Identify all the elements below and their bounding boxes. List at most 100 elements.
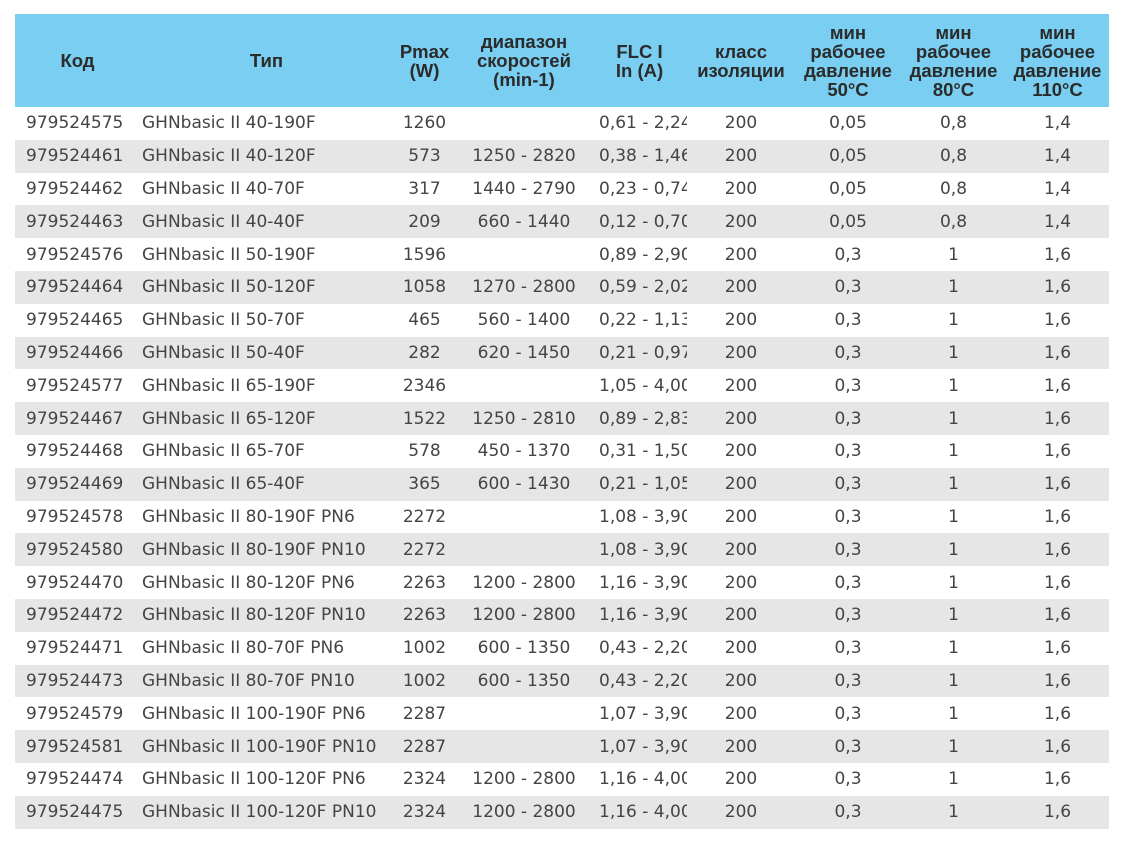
cell-flc: 1,07 - 3,90 — [592, 697, 687, 731]
cell-min-pressure-50: 0,3 — [795, 270, 901, 304]
cell-pmax: 365 — [393, 467, 456, 501]
cell-min-pressure-110: 1,6 — [1006, 795, 1109, 829]
cell-insulation-class: 200 — [687, 664, 795, 698]
cell-min-pressure-110: 1,6 — [1006, 598, 1109, 632]
cell-code: 979524466 — [15, 336, 140, 370]
cell-speed-range: 1200 - 2800 — [456, 795, 592, 829]
cell-speed-range — [456, 369, 592, 403]
cell-flc: 1,08 - 3,90 — [592, 533, 687, 567]
header-min-pressure-80: мин рабочее давление 80°C — [901, 14, 1006, 107]
cell-min-pressure-80: 1 — [901, 369, 1006, 403]
cell-min-pressure-80: 1 — [901, 697, 1006, 731]
cell-flc: 1,16 - 4,00 — [592, 795, 687, 829]
table-row: 979524466 GHNbasic II 50-40F 282 620 - 1450… — [15, 336, 1109, 370]
cell-min-pressure-80: 1 — [901, 795, 1006, 829]
cell-code: 979524471 — [15, 631, 140, 665]
cell-pmax: 2324 — [393, 762, 456, 796]
cell-min-pressure-110: 1,6 — [1006, 566, 1109, 599]
cell-code: 979524468 — [15, 434, 140, 468]
table-row: 979524470 GHNbasic II 80-120F PN6 2263 1200… — [15, 566, 1109, 599]
cell-flc: 1,16 - 4,00 — [592, 762, 687, 796]
cell-min-pressure-50: 0,3 — [795, 303, 901, 337]
cell-min-pressure-110: 1,6 — [1006, 664, 1109, 698]
cell-pmax: 2287 — [393, 730, 456, 763]
cell-pmax: 1002 — [393, 664, 456, 698]
cell-insulation-class: 200 — [687, 762, 795, 796]
cell-speed-range: 600 - 1430 — [456, 467, 592, 501]
cell-min-pressure-110: 1,6 — [1006, 434, 1109, 468]
cell-code: 979524472 — [15, 598, 140, 632]
cell-code: 979524578 — [15, 500, 140, 534]
cell-flc: 0,21 - 1,05 — [592, 467, 687, 501]
cell-speed-range: 620 - 1450 — [456, 336, 592, 370]
cell-min-pressure-50: 0,3 — [795, 533, 901, 567]
cell-flc: 1,05 - 4,00 — [592, 369, 687, 403]
cell-speed-range: 450 - 1370 — [456, 434, 592, 468]
cell-min-pressure-110: 1,6 — [1006, 762, 1109, 796]
cell-insulation-class: 200 — [687, 303, 795, 337]
cell-min-pressure-50: 0,05 — [795, 172, 901, 206]
cell-insulation-class: 200 — [687, 369, 795, 403]
cell-speed-range: 1200 - 2800 — [456, 762, 592, 796]
cell-min-pressure-50: 0,3 — [795, 762, 901, 796]
cell-pmax: 1002 — [393, 631, 456, 665]
header-min-pressure-110: мин рабочее давление 110°C — [1006, 14, 1109, 107]
cell-type: GHNbasic II 100-190F PN6 — [140, 697, 393, 731]
cell-code: 979524464 — [15, 270, 140, 304]
cell-type: GHNbasic II 50-120F — [140, 270, 393, 304]
table-row: 979524578 GHNbasic II 80-190F PN6 2272 1,08… — [15, 500, 1109, 534]
cell-type: GHNbasic II 65-120F — [140, 402, 393, 435]
cell-min-pressure-110: 1,6 — [1006, 631, 1109, 665]
table-row: 979524468 GHNbasic II 65-70F 578 450 - 1370… — [15, 434, 1109, 468]
cell-min-pressure-80: 1 — [901, 434, 1006, 468]
cell-flc: 0,43 - 2,20 — [592, 631, 687, 665]
table-row: 979524463 GHNbasic II 40-40F 209 660 - 1440… — [15, 205, 1109, 239]
cell-insulation-class: 200 — [687, 238, 795, 271]
cell-flc: 0,89 - 2,90 — [592, 238, 687, 271]
cell-speed-range: 600 - 1350 — [456, 631, 592, 665]
cell-min-pressure-80: 0,8 — [901, 107, 1006, 140]
cell-speed-range: 660 - 1440 — [456, 205, 592, 239]
cell-pmax: 1596 — [393, 238, 456, 271]
cell-speed-range: 1250 - 2820 — [456, 139, 592, 173]
cell-code: 979524461 — [15, 139, 140, 173]
cell-pmax: 2346 — [393, 369, 456, 403]
table-row: 979524575 GHNbasic II 40-190F 1260 0,61 - 2… — [15, 107, 1109, 140]
cell-min-pressure-110: 1,6 — [1006, 238, 1109, 271]
cell-min-pressure-50: 0,3 — [795, 402, 901, 435]
cell-min-pressure-110: 1,4 — [1006, 172, 1109, 206]
cell-insulation-class: 200 — [687, 631, 795, 665]
cell-min-pressure-110: 1,4 — [1006, 205, 1109, 239]
cell-insulation-class: 200 — [687, 533, 795, 567]
table-row: 979524580 GHNbasic II 80-190F PN10 2272 1,0… — [15, 533, 1109, 567]
cell-min-pressure-110: 1,6 — [1006, 697, 1109, 731]
cell-min-pressure-50: 0,05 — [795, 107, 901, 140]
cell-min-pressure-50: 0,3 — [795, 598, 901, 632]
cell-speed-range: 1270 - 2800 — [456, 270, 592, 304]
cell-min-pressure-80: 0,8 — [901, 205, 1006, 239]
cell-speed-range: 560 - 1400 — [456, 303, 592, 337]
cell-code: 979524467 — [15, 402, 140, 435]
cell-insulation-class: 200 — [687, 336, 795, 370]
cell-type: GHNbasic II 80-120F PN10 — [140, 598, 393, 632]
cell-type: GHNbasic II 80-70F PN6 — [140, 631, 393, 665]
cell-flc: 0,59 - 2,02 — [592, 270, 687, 304]
table-row: 979524579 GHNbasic II 100-190F PN6 2287 1,0… — [15, 697, 1109, 731]
cell-type: GHNbasic II 50-190F — [140, 238, 393, 271]
cell-min-pressure-110: 1,6 — [1006, 500, 1109, 534]
cell-insulation-class: 200 — [687, 402, 795, 435]
cell-type: GHNbasic II 80-190F PN6 — [140, 500, 393, 534]
cell-pmax: 1260 — [393, 107, 456, 140]
cell-pmax: 1058 — [393, 270, 456, 304]
cell-min-pressure-50: 0,3 — [795, 500, 901, 534]
cell-min-pressure-80: 1 — [901, 402, 1006, 435]
cell-code: 979524577 — [15, 369, 140, 403]
cell-flc: 1,08 - 3,90 — [592, 500, 687, 534]
cell-insulation-class: 200 — [687, 172, 795, 206]
cell-speed-range — [456, 107, 592, 140]
cell-min-pressure-50: 0,3 — [795, 238, 901, 271]
table-row: 979524581 GHNbasic II 100-190F PN10 2287 1,… — [15, 730, 1109, 763]
cell-type: GHNbasic II 40-190F — [140, 107, 393, 140]
cell-code: 979524579 — [15, 697, 140, 731]
cell-min-pressure-110: 1,6 — [1006, 402, 1109, 435]
